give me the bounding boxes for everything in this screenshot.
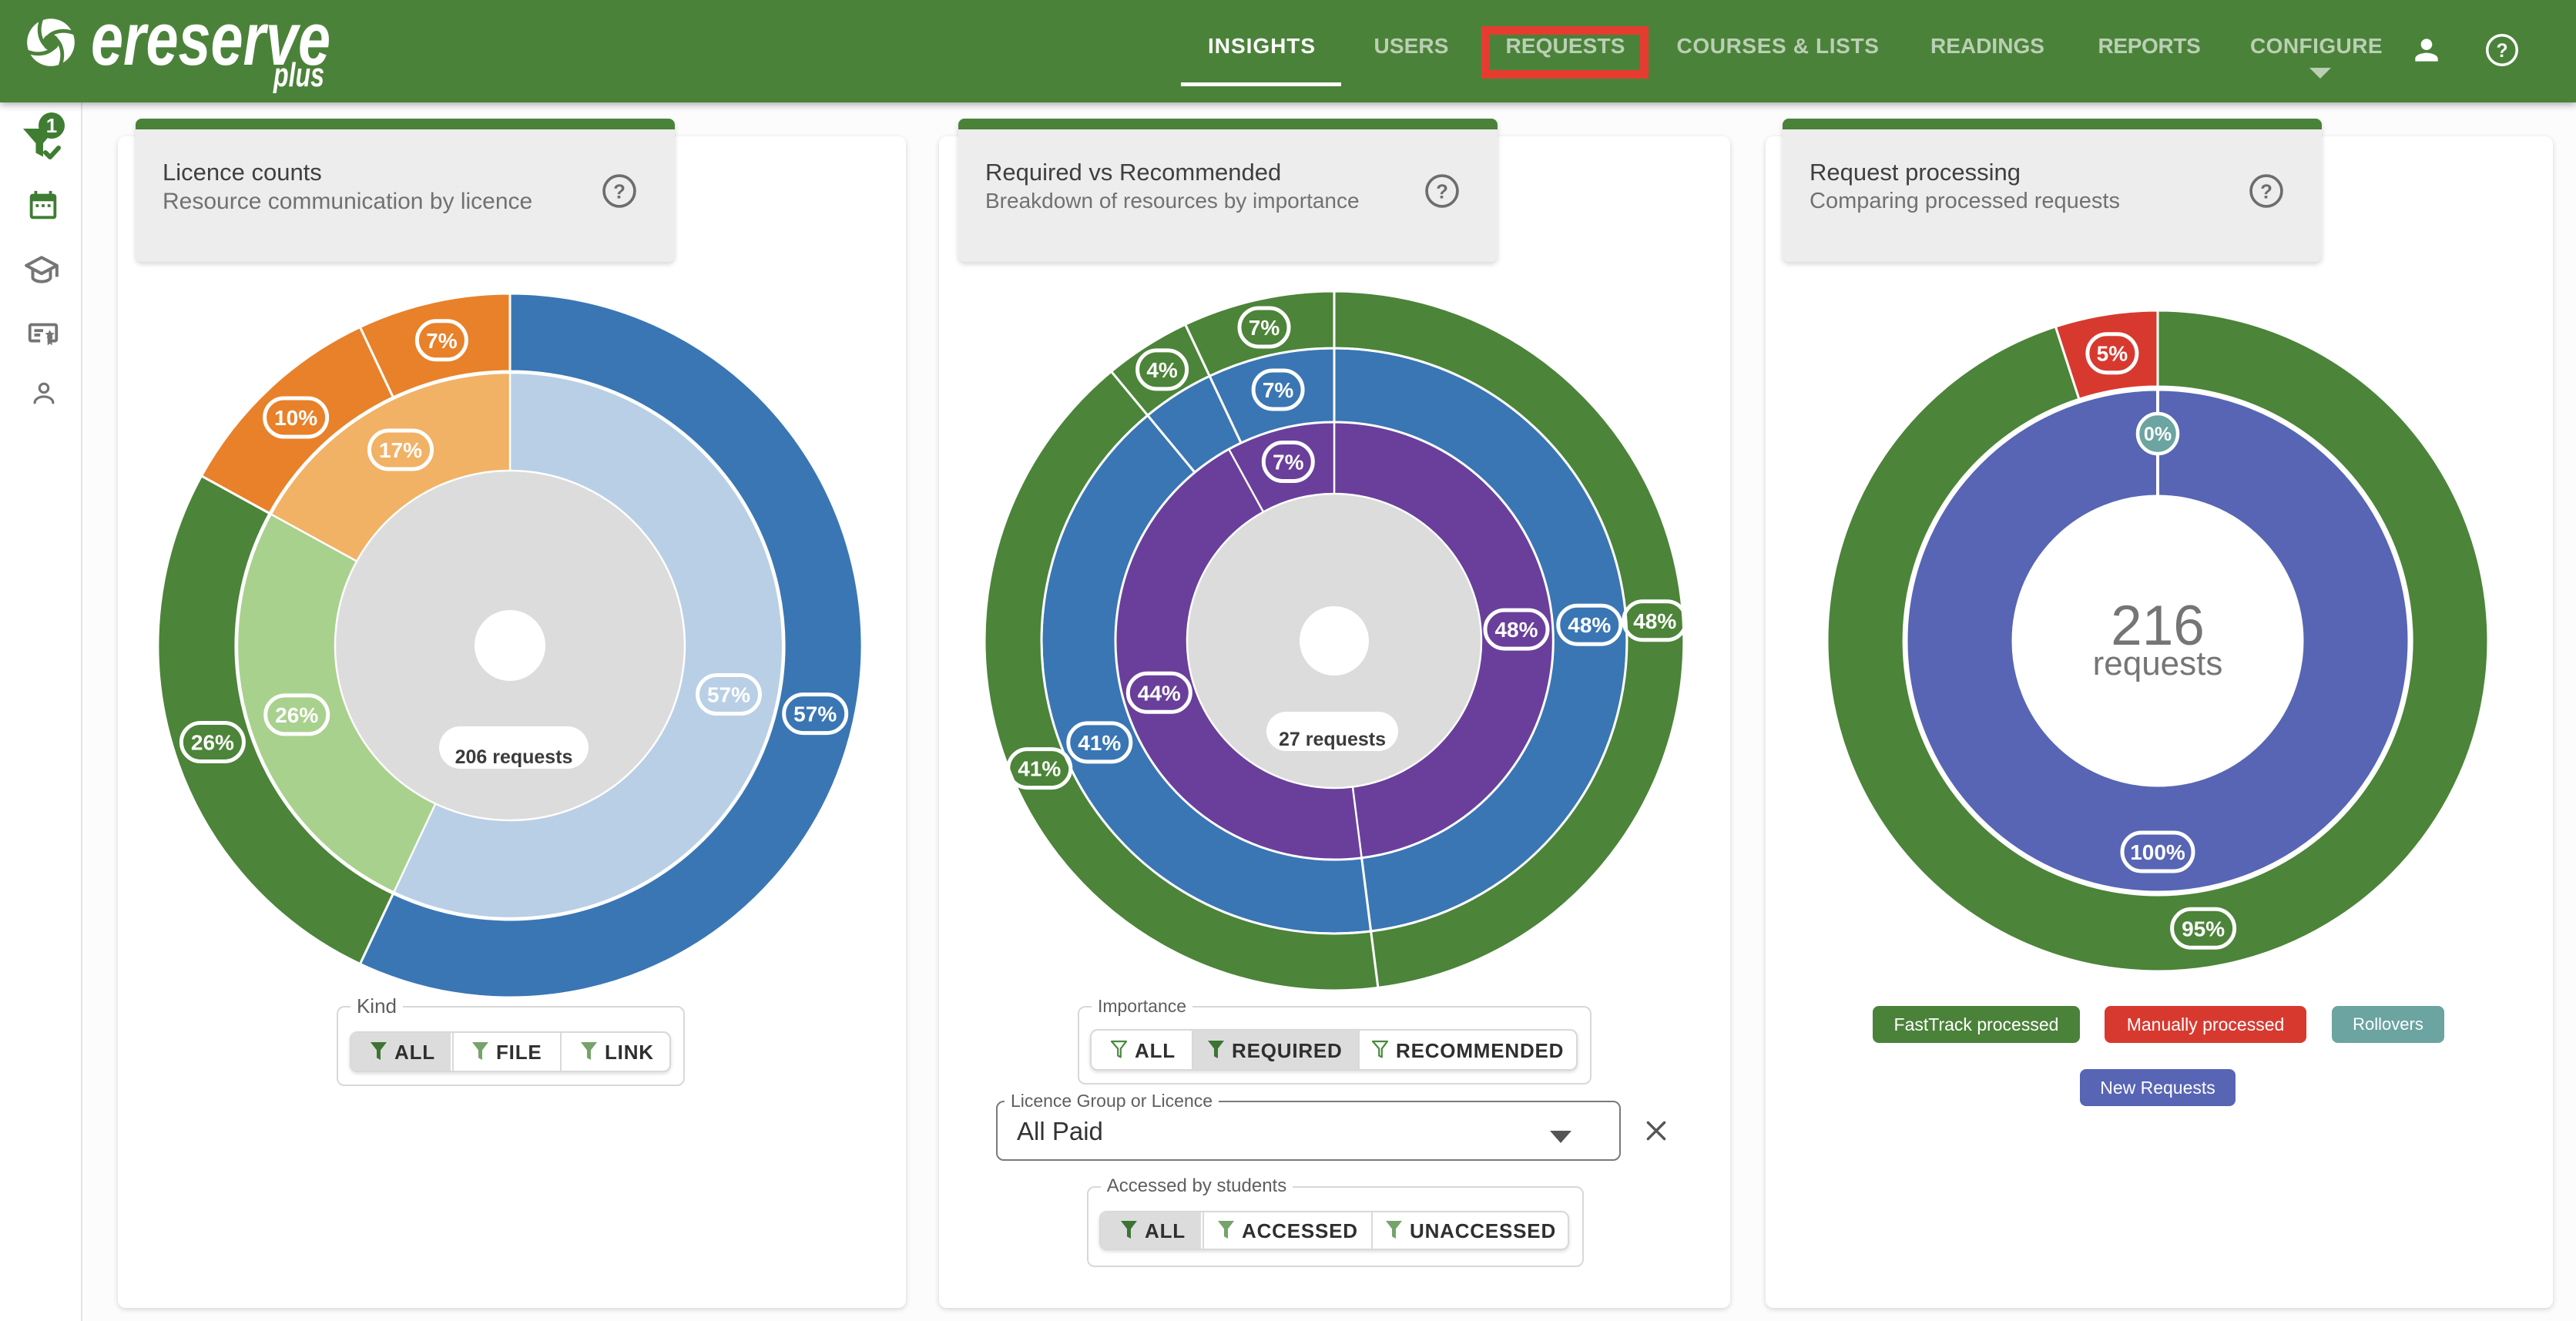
svg-text:95%: 95%: [2182, 917, 2225, 940]
svg-text:?: ?: [1436, 181, 1448, 203]
svg-text:27 requests: 27 requests: [1279, 729, 1386, 750]
svg-text:57%: 57%: [707, 683, 750, 707]
svg-text:?: ?: [2496, 41, 2507, 62]
svg-text:17%: 17%: [379, 438, 422, 462]
svg-text:48%: 48%: [1633, 609, 1676, 633]
svg-text:7%: 7%: [426, 329, 458, 353]
svg-text:1: 1: [46, 114, 57, 137]
svg-text:48%: 48%: [1568, 613, 1611, 637]
svg-text:26%: 26%: [191, 731, 234, 755]
svg-text:100%: 100%: [2130, 840, 2185, 864]
svg-text:41%: 41%: [1078, 731, 1121, 755]
svg-text:26%: 26%: [275, 703, 318, 727]
svg-text:44%: 44%: [1138, 681, 1181, 705]
svg-text:206 requests: 206 requests: [455, 746, 573, 768]
svg-text:7%: 7%: [1263, 378, 1294, 402]
svg-text:41%: 41%: [1018, 757, 1061, 781]
svg-text:5%: 5%: [2097, 342, 2128, 366]
svg-text:216: 216: [2111, 595, 2205, 657]
svg-text:0%: 0%: [2144, 424, 2172, 445]
svg-text:?: ?: [613, 181, 626, 203]
svg-text:7%: 7%: [1273, 451, 1304, 474]
svg-text:48%: 48%: [1494, 618, 1538, 642]
svg-text:requests: requests: [2093, 645, 2223, 682]
svg-text:57%: 57%: [793, 702, 837, 726]
svg-text:4%: 4%: [1146, 358, 1178, 382]
svg-text:plus: plus: [273, 56, 324, 94]
svg-text:7%: 7%: [1249, 316, 1280, 340]
svg-text:?: ?: [2260, 181, 2272, 203]
svg-text:10%: 10%: [274, 406, 317, 430]
svg-text:ereserve: ereserve: [91, 0, 330, 81]
